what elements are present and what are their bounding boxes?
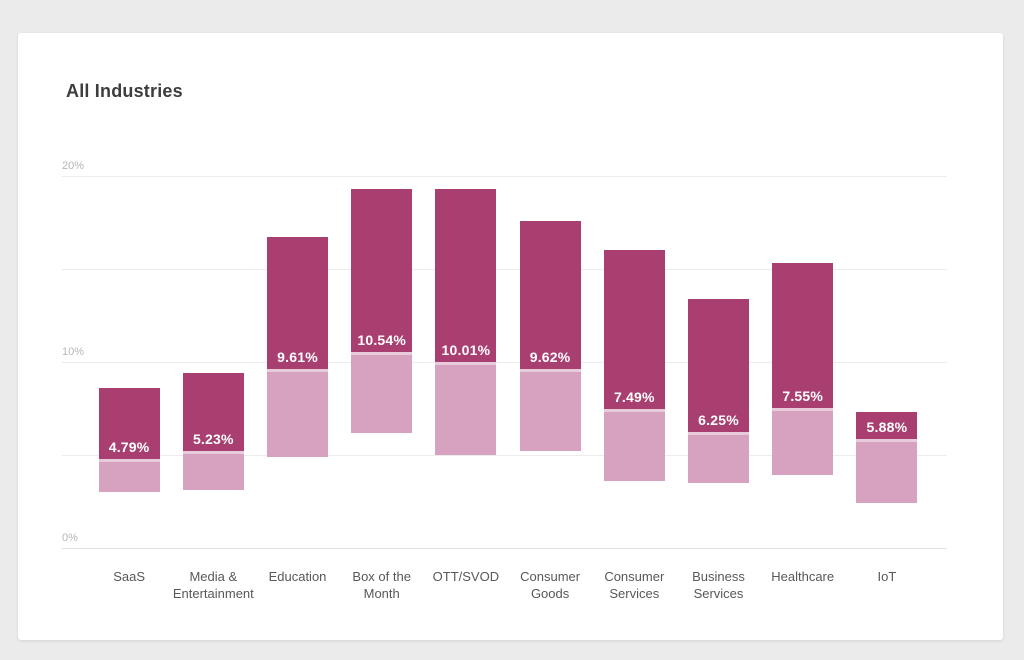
bar-lower-range-segment <box>182 450 244 491</box>
bar-average-value-label: 7.55% <box>782 387 824 404</box>
bar-lower-range-segment <box>603 408 665 482</box>
bar-lower-range-segment <box>856 438 918 504</box>
bar-iot[interactable]: 5.88% <box>856 412 918 504</box>
x-axis-label-iot: IoT <box>877 569 897 584</box>
bar-lower-range-segment <box>519 369 581 452</box>
bar-consumer-goods[interactable]: 9.62% <box>519 220 581 452</box>
x-axis-label-media-entertainment: Media & Entertainment <box>172 569 254 601</box>
x-axis-label-saas: SaaS <box>113 569 145 584</box>
y-axis-tick-20pct: 20% <box>62 160 85 172</box>
bar-upper-range-segment: 6.25% <box>688 298 749 432</box>
x-axis-label-ott-svod: OTT/SVOD <box>432 569 500 584</box>
bar-average-value-label: 5.23% <box>192 430 234 447</box>
y-axis-tick-10pct: 10% <box>62 346 85 358</box>
gridline-10pct <box>62 362 947 363</box>
bar-consumer-services[interactable]: 7.49% <box>603 250 665 482</box>
bar-business-services[interactable]: 6.25% <box>688 298 749 483</box>
bar-average-value-label: 6.25% <box>698 411 739 428</box>
bar-lower-range-segment <box>435 361 497 455</box>
x-axis-label-business-services: Business Services <box>692 569 745 601</box>
x-axis-label-box-of-the-month: Box of the Month <box>352 569 411 601</box>
bar-average-value-label: 7.49% <box>613 388 655 405</box>
bar-lower-range-segment <box>772 407 834 476</box>
bar-saas[interactable]: 4.79% <box>98 388 160 493</box>
gridline-15pct <box>62 269 947 270</box>
bar-average-value-label: 10.01% <box>441 341 491 358</box>
x-axis-label-education: Education <box>268 569 327 584</box>
bar-ott-svod[interactable]: 10.01% <box>435 189 497 455</box>
bar-upper-range-segment: 5.88% <box>856 412 918 439</box>
bar-upper-range-segment: 9.61% <box>267 237 328 370</box>
gridline-20pct <box>62 176 947 177</box>
bar-upper-range-segment: 9.62% <box>519 220 581 370</box>
bar-upper-range-segment: 7.49% <box>603 250 665 409</box>
bar-average-value-label: 9.62% <box>529 349 571 366</box>
bar-average-value-label: 9.61% <box>277 349 318 366</box>
chart-card: All Industries 0% 10% 20% 4.79% SaaS 5.23% Med… <box>18 33 1003 640</box>
industries-churn-chart: 0% 10% 20% 4.79% SaaS 5.23% Media & Entertainm… <box>18 33 1003 640</box>
bar-average-value-label: 10.54% <box>357 331 407 348</box>
x-axis-label-healthcare: Healthcare <box>771 569 835 584</box>
bar-box-of-the-month[interactable]: 10.54% <box>351 189 413 433</box>
bar-lower-range-segment <box>351 351 413 433</box>
bar-upper-range-segment: 4.79% <box>98 388 160 459</box>
bar-upper-range-segment: 5.23% <box>182 373 244 451</box>
gridline-5pct <box>62 455 947 456</box>
x-axis-label-consumer-goods: Consumer Goods <box>520 569 581 601</box>
bar-lower-range-segment <box>267 369 328 457</box>
bar-lower-range-segment <box>98 458 160 493</box>
x-axis-label-consumer-services: Consumer Services <box>604 569 665 601</box>
bar-healthcare[interactable]: 7.55% <box>772 263 834 476</box>
bar-media-entertainment[interactable]: 5.23% <box>182 373 244 491</box>
bar-upper-range-segment: 7.55% <box>772 263 834 408</box>
bar-upper-range-segment: 10.54% <box>351 189 413 352</box>
bar-education[interactable]: 9.61% <box>267 237 328 457</box>
bar-upper-range-segment: 10.01% <box>435 189 497 362</box>
bar-average-value-label: 5.88% <box>866 418 908 435</box>
bar-average-value-label: 4.79% <box>108 438 150 455</box>
bar-lower-range-segment <box>688 431 749 483</box>
gridline-0pct <box>62 548 947 549</box>
chart-title: All Industries <box>66 81 183 101</box>
y-axis-tick-0pct: 0% <box>62 532 78 544</box>
